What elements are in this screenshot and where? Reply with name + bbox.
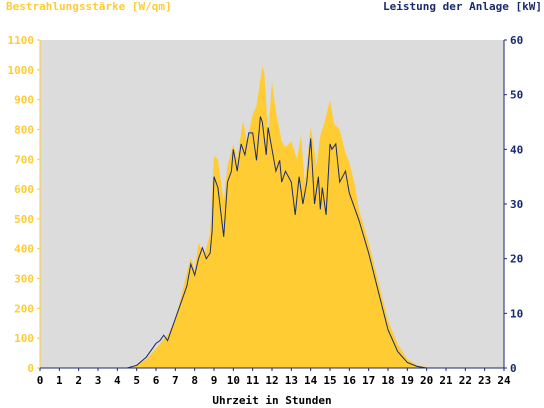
power-line bbox=[40, 116, 504, 369]
x-tick-label: 17 bbox=[362, 374, 375, 387]
right-tick-label: 10 bbox=[510, 307, 523, 320]
x-tick-label: 4 bbox=[114, 374, 121, 387]
left-tick-label: 1000 bbox=[8, 64, 35, 77]
x-tick-label: 22 bbox=[459, 374, 472, 387]
left-tick-label: 0 bbox=[27, 362, 34, 375]
right-tick-label: 0 bbox=[510, 362, 517, 375]
x-tick-label: 9 bbox=[211, 374, 218, 387]
x-tick-label: 3 bbox=[95, 374, 102, 387]
right-tick-label: 50 bbox=[510, 89, 523, 102]
right-axis-title: Leistung der Anlage [kW] bbox=[383, 0, 542, 13]
x-tick-label: 14 bbox=[304, 374, 318, 387]
left-tick-label: 900 bbox=[14, 94, 34, 107]
right-tick-label: 20 bbox=[510, 253, 523, 266]
right-tick-label: 40 bbox=[510, 143, 523, 156]
x-tick-label: 0 bbox=[37, 374, 44, 387]
x-tick-label: 8 bbox=[191, 374, 198, 387]
left-tick-label: 300 bbox=[14, 273, 34, 286]
left-tick-label: 700 bbox=[14, 153, 34, 166]
x-tick-label: 1 bbox=[56, 374, 63, 387]
x-tick-label: 16 bbox=[343, 374, 357, 387]
x-tick-label: 5 bbox=[133, 374, 140, 387]
x-tick-label: 20 bbox=[420, 374, 433, 387]
x-tick-label: 21 bbox=[439, 374, 453, 387]
left-tick-label: 100 bbox=[14, 332, 34, 345]
x-tick-label: 11 bbox=[246, 374, 260, 387]
left-tick-label: 500 bbox=[14, 213, 34, 226]
left-axis-title: Bestrahlungsstärke [W/qm] bbox=[6, 0, 172, 13]
x-tick-label: 18 bbox=[381, 374, 394, 387]
irradiance-area bbox=[40, 66, 504, 369]
x-tick-label: 6 bbox=[153, 374, 160, 387]
left-tick-label: 800 bbox=[14, 123, 34, 136]
x-tick-label: 10 bbox=[227, 374, 240, 387]
left-tick-label: 400 bbox=[14, 243, 34, 256]
x-tick-label: 23 bbox=[478, 374, 491, 387]
x-tick-label: 13 bbox=[285, 374, 298, 387]
x-axis-title: Uhrzeit in Stunden bbox=[212, 394, 332, 407]
x-tick-label: 2 bbox=[75, 374, 82, 387]
x-tick-label: 19 bbox=[401, 374, 414, 387]
x-tick-label: 24 bbox=[497, 374, 511, 387]
right-tick-label: 30 bbox=[510, 198, 523, 211]
left-tick-label: 600 bbox=[14, 183, 34, 196]
left-tick-label: 1100 bbox=[8, 34, 35, 47]
right-tick-label: 60 bbox=[510, 34, 523, 47]
x-tick-label: 7 bbox=[172, 374, 179, 387]
left-tick-label: 200 bbox=[14, 302, 34, 315]
x-tick-label: 12 bbox=[265, 374, 278, 387]
x-tick-label: 15 bbox=[323, 374, 336, 387]
